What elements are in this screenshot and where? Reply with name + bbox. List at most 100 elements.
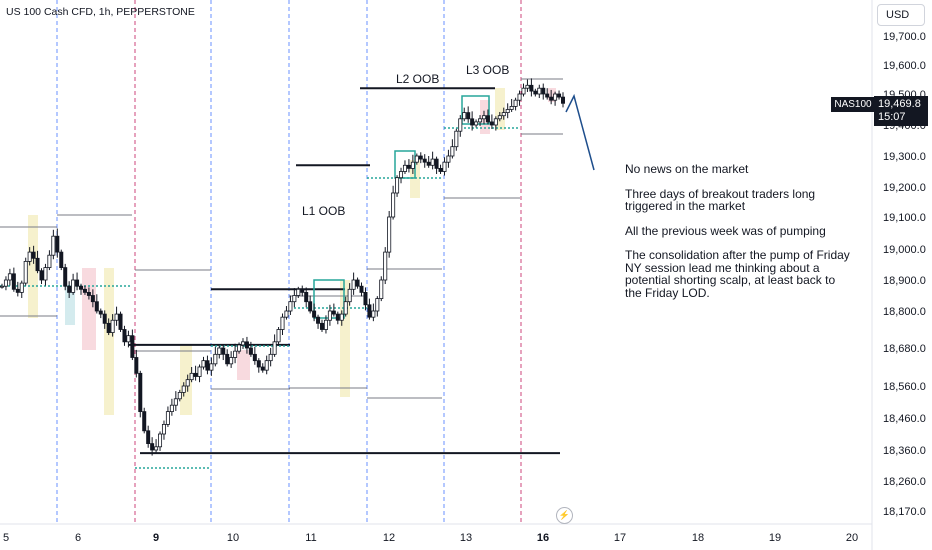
price-tick-8: 18,900.0 (883, 275, 926, 287)
candle-body-139 (549, 96, 554, 101)
candle-body-48 (189, 372, 194, 381)
note-line-1: No news on the market (625, 162, 749, 176)
candle-body-45 (177, 391, 182, 400)
price-tick-15: 18,170.0 (883, 506, 926, 518)
price-tick-10: 18,680.0 (883, 343, 926, 355)
candle-body-122 (481, 115, 486, 120)
candle-body-118 (466, 112, 471, 120)
candle-body-15 (59, 251, 64, 269)
candle-body-11 (43, 267, 48, 281)
candle-body-28 (110, 319, 115, 333)
candle-body-113 (446, 155, 451, 163)
candle-body-24 (94, 301, 99, 312)
price-tick-5: 19,200.0 (883, 182, 926, 194)
candle-body-16 (63, 267, 68, 287)
day-separators (56, 0, 522, 524)
candle-body-110 (434, 158, 439, 169)
candle-body-94 (371, 310, 376, 318)
bar-countdown: 15:07 (878, 111, 906, 123)
candle-body-111 (438, 167, 443, 172)
candle-body-36 (142, 411, 147, 432)
candle-body-20 (79, 285, 84, 290)
session-band-6 (340, 280, 350, 397)
candle-body-125 (493, 118, 498, 126)
time-axis[interactable]: 5 6 9 10 11 12 13 16 17 18 19 20 (3, 532, 858, 544)
time-tick-5: 12 (383, 532, 395, 544)
candle-body-119 (470, 118, 475, 126)
time-tick-0: 5 (3, 532, 9, 544)
note-line-2: Three days of breakout traders long trig… (625, 186, 816, 213)
time-tick-11: 20 (846, 532, 858, 544)
candle-body-65 (256, 360, 261, 368)
candle-body-42 (165, 411, 170, 425)
candle-body-55 (217, 347, 222, 355)
candle-body-115 (454, 130, 459, 148)
candle-body-126 (497, 115, 502, 120)
candle-body-134 (529, 84, 534, 92)
candle-body-73 (288, 301, 293, 312)
candle-body-121 (478, 118, 483, 123)
candle-body-51 (201, 360, 206, 368)
candle-body-43 (169, 404, 174, 413)
candle-body-13 (51, 235, 56, 256)
session-band-0 (28, 215, 38, 318)
session-band-9 (495, 88, 505, 130)
projection-line (565, 93, 595, 171)
price-tick-14: 18,260.0 (883, 476, 926, 488)
candle-body-142 (561, 96, 566, 104)
candlestick-series (0, 78, 566, 456)
session-band-1 (65, 285, 75, 325)
candle-body-95 (375, 298, 380, 312)
candle-body-69 (272, 341, 277, 355)
price-tick-13: 18,360.0 (883, 445, 926, 457)
candle-body-85 (335, 313, 340, 321)
candle-body-91 (359, 285, 364, 293)
candle-body-30 (118, 313, 123, 330)
candle-body-138 (545, 93, 550, 98)
candle-body-127 (501, 112, 506, 117)
candle-body-101 (399, 171, 404, 179)
candle-body-12 (47, 254, 52, 268)
candle-body-116 (458, 118, 463, 132)
candle-body-39 (154, 446, 159, 451)
candle-body-75 (296, 288, 301, 296)
time-tick-8: 17 (614, 532, 626, 544)
candle-body-10 (39, 270, 44, 281)
candle-body-34 (134, 357, 139, 374)
candle-body-123 (485, 115, 490, 123)
candle-body-18 (71, 279, 76, 293)
candle-body-114 (450, 146, 455, 157)
candle-body-120 (474, 121, 479, 126)
candle-body-50 (197, 366, 202, 377)
oob-box-1 (394, 150, 416, 179)
candle-body-67 (264, 360, 269, 371)
candle-body-46 (181, 385, 186, 393)
candle-body-103 (406, 164, 411, 169)
time-tick-6: 13 (460, 532, 472, 544)
candle-body-86 (339, 313, 344, 321)
candle-body-9 (35, 257, 40, 272)
candle-body-124 (489, 121, 494, 126)
candle-body-40 (158, 433, 163, 448)
lightning-icon[interactable]: ⚡ (556, 507, 573, 524)
candle-body-68 (268, 353, 273, 362)
price-tick-0: 19,700.0 (883, 31, 926, 43)
candle-body-2 (7, 273, 12, 281)
candle-body-21 (82, 288, 87, 293)
candle-body-107 (422, 158, 427, 163)
candle-body-25 (98, 310, 103, 315)
session-band-7 (410, 160, 420, 198)
candle-body-109 (430, 158, 435, 166)
session-band-2 (82, 268, 96, 350)
candle-body-100 (395, 177, 400, 194)
current-price-label: 19,469.8 15:07 (874, 96, 928, 126)
candle-body-54 (213, 353, 218, 365)
candle-body-98 (387, 216, 392, 253)
candle-body-131 (517, 93, 522, 101)
candle-body-133 (525, 84, 530, 89)
currency-button[interactable]: USD (877, 4, 925, 26)
candle-body-71 (280, 316, 285, 330)
session-band-3 (104, 268, 114, 415)
candle-body-26 (102, 313, 107, 324)
